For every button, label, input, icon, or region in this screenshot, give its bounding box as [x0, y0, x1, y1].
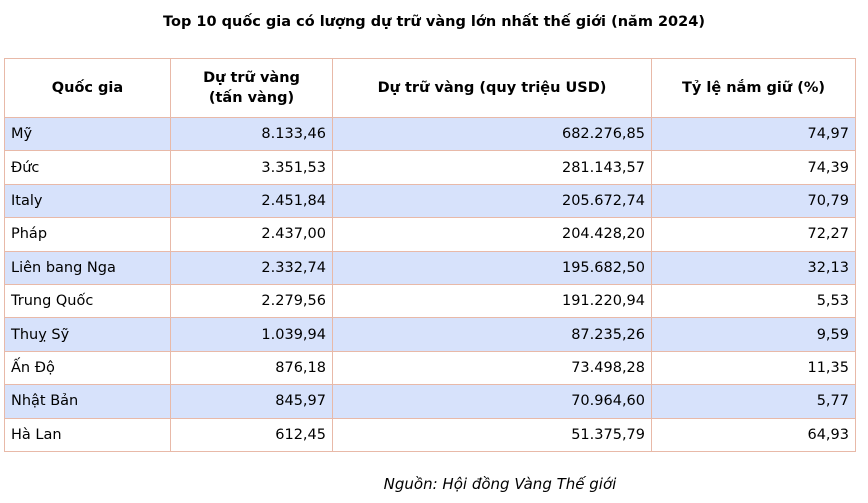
- cell-ratio: 64,93: [651, 417, 856, 452]
- cell-ratio: 5,53: [651, 283, 856, 319]
- header-ratio: Tỷ lệ nắm giữ (%): [651, 58, 856, 118]
- cell-tons: 612,45: [170, 417, 333, 452]
- table-row: Đức 3.351,53 281.143,57 74,39: [4, 150, 856, 185]
- cell-usd: 191.220,94: [332, 283, 652, 319]
- header-tons-line1: Dự trữ vàng: [203, 70, 300, 86]
- table-row: Trung Quốc 2.279,56 191.220,94 5,53: [4, 283, 856, 319]
- cell-country: Pháp: [4, 217, 171, 252]
- cell-usd: 70.964,60: [332, 384, 652, 419]
- table-row: Pháp 2.437,00 204.428,20 72,27: [4, 217, 856, 252]
- cell-country: Mỹ: [4, 116, 171, 152]
- cell-tons: 2.437,00: [170, 217, 333, 252]
- header-usd: Dự trữ vàng (quy triệu USD): [332, 58, 652, 118]
- table-row: Hà Lan 612,45 51.375,79 64,93: [4, 417, 856, 452]
- cell-tons: 1.039,94: [170, 317, 333, 352]
- gold-reserves-table: Quốc gia Dự trữ vàng (tấn vàng) Dự trữ v…: [4, 58, 856, 452]
- cell-ratio: 74,97: [651, 116, 856, 152]
- table-row: Nhật Bản 845,97 70.964,60 5,77: [4, 384, 856, 419]
- cell-usd: 51.375,79: [332, 417, 652, 452]
- cell-country: Hà Lan: [4, 417, 171, 452]
- cell-ratio: 72,27: [651, 217, 856, 252]
- cell-country: Nhật Bản: [4, 384, 171, 419]
- table-row: Thuỵ Sỹ 1.039,94 87.235,26 9,59: [4, 317, 856, 352]
- cell-tons: 2.279,56: [170, 283, 333, 319]
- cell-ratio: 70,79: [651, 183, 856, 219]
- cell-usd: 73.498,28: [332, 350, 652, 386]
- cell-usd: 195.682,50: [332, 250, 652, 285]
- page-title: Top 10 quốc gia có lượng dự trữ vàng lớn…: [163, 14, 705, 30]
- source-caption: Nguồn: Hội đồng Vàng Thế giới: [383, 475, 617, 493]
- cell-tons: 2.332,74: [170, 250, 333, 285]
- cell-usd: 281.143,57: [332, 150, 652, 185]
- cell-ratio: 11,35: [651, 350, 856, 386]
- cell-country: Thuỵ Sỹ: [4, 317, 171, 352]
- cell-country: Đức: [4, 150, 171, 185]
- table-row: Italy 2.451,84 205.672,74 70,79: [4, 183, 856, 219]
- table-row: Mỹ 8.133,46 682.276,85 74,97: [4, 116, 856, 152]
- cell-tons: 876,18: [170, 350, 333, 386]
- cell-ratio: 5,77: [651, 384, 856, 419]
- cell-tons: 8.133,46: [170, 116, 333, 152]
- cell-usd: 205.672,74: [332, 183, 652, 219]
- cell-ratio: 74,39: [651, 150, 856, 185]
- cell-country: Italy: [4, 183, 171, 219]
- table-row: Liên bang Nga 2.332,74 195.682,50 32,13: [4, 250, 856, 285]
- header-tons-line2: (tấn vàng): [208, 90, 295, 106]
- cell-tons: 845,97: [170, 384, 333, 419]
- cell-country: Ấn Độ: [4, 350, 171, 386]
- cell-tons: 2.451,84: [170, 183, 333, 219]
- cell-ratio: 9,59: [651, 317, 856, 352]
- header-row: Quốc gia Dự trữ vàng (tấn vàng) Dự trữ v…: [4, 58, 856, 118]
- cell-usd: 87.235,26: [332, 317, 652, 352]
- table-row: Ấn Độ 876,18 73.498,28 11,35: [4, 350, 856, 386]
- cell-usd: 204.428,20: [332, 217, 652, 252]
- header-country: Quốc gia: [4, 58, 171, 118]
- cell-usd: 682.276,85: [332, 116, 652, 152]
- cell-tons: 3.351,53: [170, 150, 333, 185]
- header-tons: Dự trữ vàng (tấn vàng): [170, 58, 333, 118]
- cell-ratio: 32,13: [651, 250, 856, 285]
- cell-country: Liên bang Nga: [4, 250, 171, 285]
- cell-country: Trung Quốc: [4, 283, 171, 319]
